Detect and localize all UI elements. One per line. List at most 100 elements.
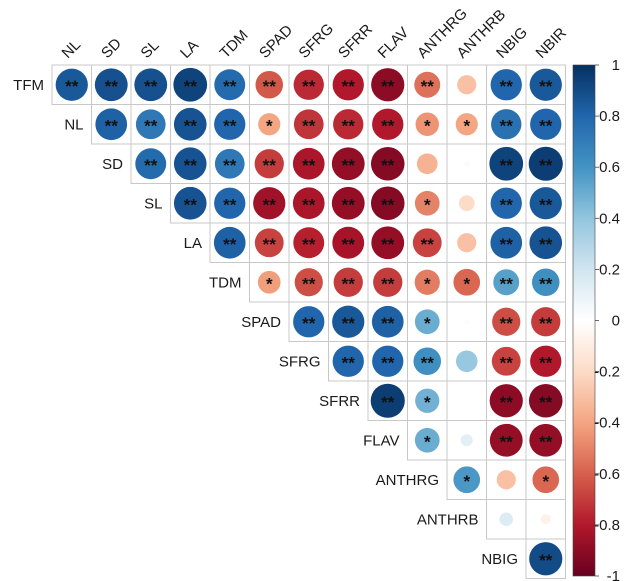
significance-label: ** xyxy=(381,195,395,214)
correlation-circle xyxy=(540,514,551,525)
significance-label: ** xyxy=(500,274,514,293)
correlation-circle xyxy=(293,69,324,100)
significance-label: ** xyxy=(539,156,553,175)
correlation-circle xyxy=(253,187,286,220)
significance-label: ** xyxy=(302,156,316,175)
significance-label: * xyxy=(424,195,431,214)
correlation-circle xyxy=(293,306,325,338)
correlation-circle xyxy=(333,109,364,140)
color-bar xyxy=(572,64,596,577)
correlation-circle xyxy=(135,109,166,140)
correlation-circle xyxy=(529,226,563,260)
significance-label: ** xyxy=(500,235,514,254)
correlation-circle xyxy=(464,319,470,325)
column-label: LA xyxy=(177,37,202,62)
correlation-circle xyxy=(491,346,521,376)
correlation-circle xyxy=(496,470,516,490)
correlation-circle xyxy=(457,75,477,95)
correlation-circle xyxy=(460,434,473,447)
significance-label: ** xyxy=(223,77,237,96)
legend-tick-label: -0.8 xyxy=(594,517,620,534)
correlation-circle xyxy=(214,148,245,179)
correlation-circle xyxy=(371,226,405,260)
significance-label: ** xyxy=(500,195,514,214)
correlation-circle xyxy=(257,270,281,294)
legend-tick-label: -0.4 xyxy=(594,415,620,432)
legend-tick-label: 0.8 xyxy=(599,108,620,125)
correlation-circle xyxy=(529,423,563,457)
significance-label: * xyxy=(463,116,470,135)
correlation-circle xyxy=(255,70,284,99)
significance-label: ** xyxy=(342,353,356,372)
row-label: NBIG xyxy=(481,551,518,568)
column-label: TDM xyxy=(217,27,252,62)
correlation-circle xyxy=(532,466,560,494)
correlation-circle xyxy=(463,160,470,167)
significance-label: ** xyxy=(105,116,119,135)
column-label: NL xyxy=(59,36,85,62)
significance-label: ** xyxy=(381,116,395,135)
row-label: SPAD xyxy=(241,314,281,331)
correlation-circle xyxy=(530,108,562,140)
row-label: TDM xyxy=(209,274,242,291)
correlation-circle xyxy=(332,345,364,377)
row-label: SFRG xyxy=(279,353,321,370)
significance-label: ** xyxy=(302,77,316,96)
correlation-circle xyxy=(414,71,441,98)
significance-label: ** xyxy=(342,116,356,135)
significance-label: ** xyxy=(144,116,158,135)
matrix-grid xyxy=(51,64,566,579)
correlation-circle xyxy=(173,67,208,102)
correlation-circle xyxy=(214,69,246,101)
significance-label: * xyxy=(424,116,431,135)
legend-tick-label: -0.2 xyxy=(594,364,620,381)
correlation-circle xyxy=(530,345,562,377)
significance-label: * xyxy=(266,116,273,135)
column-label: SFRR xyxy=(335,21,376,62)
correlation-circle xyxy=(332,69,364,101)
legend-tick-label: 0.4 xyxy=(599,210,620,227)
correlation-circle xyxy=(370,186,405,221)
column-label: NBIG xyxy=(493,24,531,62)
correlation-circle xyxy=(529,542,563,576)
significance-label: ** xyxy=(184,195,198,214)
correlation-circle xyxy=(134,68,168,102)
significance-label: ** xyxy=(500,116,514,135)
significance-label: ** xyxy=(539,195,553,214)
correlation-circle xyxy=(499,512,514,527)
correlation-circle xyxy=(294,268,323,297)
significance-label: ** xyxy=(144,77,158,96)
correlation-circle xyxy=(491,109,522,140)
legend-tick-label: -0.6 xyxy=(594,466,620,483)
significance-label: * xyxy=(424,274,431,293)
correlation-circle xyxy=(371,305,404,338)
correlation-circle xyxy=(373,267,403,297)
correlation-circle xyxy=(528,383,563,418)
significance-label: * xyxy=(463,472,470,491)
significance-label: ** xyxy=(539,353,553,372)
significance-label: ** xyxy=(421,353,435,372)
significance-label: * xyxy=(463,274,470,293)
significance-label: ** xyxy=(421,77,435,96)
correlation-circle xyxy=(490,226,523,259)
correlation-circle xyxy=(458,195,475,212)
significance-label: ** xyxy=(263,235,277,254)
correlation-circle xyxy=(331,147,365,181)
correlation-circle xyxy=(490,187,522,219)
column-label: SPAD xyxy=(256,22,296,62)
significance-label: ** xyxy=(223,235,237,254)
correlation-circle xyxy=(258,113,281,136)
legend-tick-label: 0 xyxy=(612,313,620,330)
correlation-circle xyxy=(332,305,365,338)
significance-label: ** xyxy=(302,235,316,254)
significance-label: ** xyxy=(500,353,514,372)
significance-label: ** xyxy=(302,314,316,333)
correlation-circle xyxy=(214,108,246,140)
significance-label: ** xyxy=(381,353,395,372)
column-label: NBIR xyxy=(533,24,570,61)
correlation-circle xyxy=(173,147,207,181)
legend-tick-label: -1 xyxy=(607,568,620,581)
correlation-circle xyxy=(529,68,562,101)
significance-label: * xyxy=(266,274,273,293)
correlation-circle xyxy=(528,146,563,181)
